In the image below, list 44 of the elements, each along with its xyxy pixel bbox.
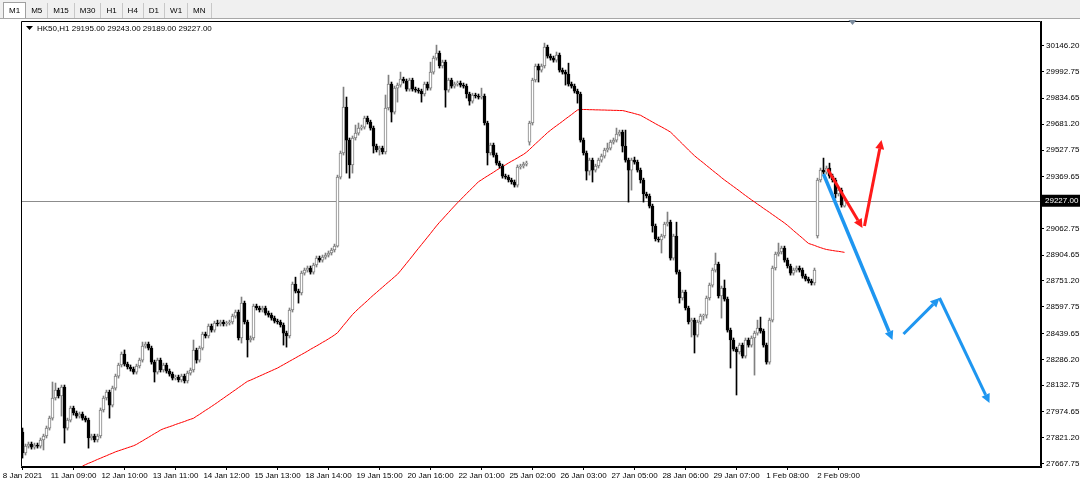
ref-line-label: 29227.00 [1045,195,1079,205]
text: M15 [48,3,75,18]
text: W1 [165,3,189,18]
x-tick-label: 29 Jan 07:00 [713,471,761,480]
candlestick [476,93,481,100]
y-tick-label: 28597.75 [1046,302,1080,312]
y-tick-label: 28751.20 [1046,276,1080,286]
x-tick-label: 18 Jan 14:00 [305,471,353,480]
x-tick-label: 25 Jan 02:00 [509,471,557,480]
text: D1 [143,3,166,18]
y-tick-label: 29062.75 [1046,223,1080,233]
x-tick-label: 12 Jan 10:00 [101,471,149,480]
chart-title: HK50,H1 29195.00 29243.00 29189.00 29227.00 [37,23,212,33]
x-tick-label: 19 Jan 15:00 [356,471,404,480]
x-tick-label: 15 Jan 13:00 [254,471,302,480]
x-tick-label: 22 Jan 01:00 [458,471,506,480]
y-tick-label: 27821.20 [1046,433,1080,442]
y-tick-label: 29681.20 [1046,119,1080,129]
y-tick-label: 28439.65 [1046,328,1080,338]
text: H4 [122,3,144,18]
x-tick-label: 2 Feb 09:00 [817,471,861,480]
x-tick-label: 20 Jan 16:00 [407,471,455,480]
text: M30 [74,3,102,18]
x-tick-label: 27 Jan 05:00 [611,471,659,480]
text: H1 [101,3,123,18]
y-tick-label: 27974.65 [1046,407,1080,417]
y-tick-label: 28904.65 [1046,250,1080,260]
y-tick-label: 29369.65 [1046,171,1080,181]
x-tick-label: 11 Jan 09:00 [50,471,97,480]
y-tick-label: 30146.20 [1046,40,1080,50]
x-tick-label: 1 Feb 08:00 [766,471,810,480]
x-tick-label: 13 Jan 11:00 [152,471,199,480]
text: MN [188,3,212,18]
x-tick-label: 28 Jan 06:00 [662,471,710,480]
y-tick-label: 27667.75 [1046,458,1080,468]
text: M5 [26,3,49,18]
y-tick-label: 29992.75 [1046,66,1080,76]
x-tick-label: 14 Jan 12:00 [203,471,251,480]
x-tick-label: 8 Jan 2021 [2,471,43,480]
x-tick-label: 26 Jan 03:00 [560,471,608,480]
y-tick-label: 29527.75 [1046,145,1080,155]
y-tick-label: 28286.20 [1046,354,1080,364]
y-tick-label: 29834.65 [1046,93,1080,103]
y-tick-label: 28132.75 [1046,380,1080,390]
